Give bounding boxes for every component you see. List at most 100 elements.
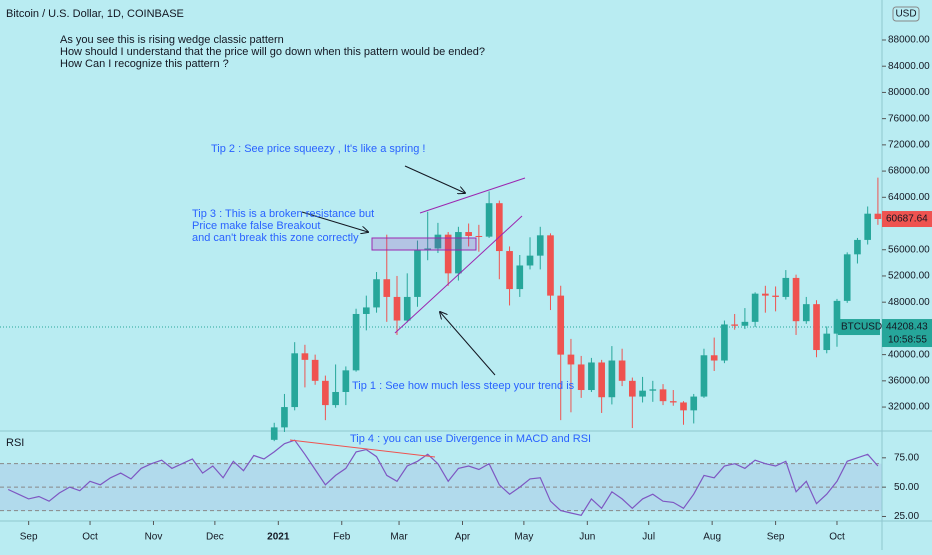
candle-body [792,277,800,322]
candle-body [854,239,861,255]
last-price-label: 60687.64 [886,214,928,225]
candle-body [516,265,524,290]
y-tick-label: 88000.00 [888,35,930,46]
note: How should I understand that the price w… [60,46,485,58]
candle-body [618,360,626,381]
candle-body [383,279,391,297]
candle-body [434,234,442,249]
candle-body [577,364,585,391]
symbol-box [838,319,880,336]
y-tick-label: 36000.00 [888,375,930,386]
candle-body [813,304,820,351]
annotation: Tip 1 : See how much less steep your tre… [352,380,575,392]
candle-body [721,324,728,361]
candle-body [700,355,708,397]
rsi-tick-label: 50.00 [894,482,919,493]
y-tick-label: 72000.00 [888,140,930,151]
candle-body [710,355,718,361]
candle-body [608,360,616,398]
x-tick-label: Jul [642,532,655,543]
candle-body [536,235,544,256]
candle-body [751,293,759,322]
candle-body [301,353,309,360]
rsi-tick-label: 25.00 [894,511,919,522]
rsi-tick-label: 75.00 [894,452,919,463]
annotation: Tip 3 : This is a broken resistance but [192,208,374,220]
x-tick-label: Sep [20,532,38,543]
candle-body [567,354,575,365]
candle-body [669,401,677,403]
candle-body [731,324,738,326]
candle-body [485,203,493,237]
symbol-label: BTCUSD [841,322,882,333]
current-price-label: 44208.43 [886,322,928,333]
price-pane [0,0,882,430]
candle-body [864,213,872,240]
y-tick-label: 56000.00 [888,244,930,255]
x-tick-label: Oct [829,532,845,543]
x-tick-label: 2021 [267,532,290,543]
y-tick-label: 76000.00 [888,113,930,124]
candle-body [588,362,595,391]
candle-body [455,232,462,274]
candle-body [322,380,329,406]
candle-body [311,359,319,381]
annotation: Tip 2 : See price squeezy , It's like a … [211,143,425,155]
rsi-label: RSI [6,437,24,449]
candle-body [414,249,421,297]
candle-body [475,235,483,237]
wedge-upper [419,177,526,214]
candle-body [874,213,882,220]
x-tick-label: Oct [82,532,98,543]
annotation: Tip 4 : you can use Divergence in MACD a… [350,433,591,445]
candle-body [649,389,657,391]
annotation: Price make false Breakout [192,220,320,232]
candle-body [270,427,278,440]
current-price-box [882,319,932,348]
x-tick-label: Feb [333,532,351,543]
candle-body [444,234,452,274]
candle-body [393,296,401,321]
candle-body [424,248,432,250]
candle-body [690,396,698,411]
resistance-zone [371,237,477,251]
candle-body [557,295,565,355]
note: How Can I recognize this pattern ? [60,58,229,70]
candle-body [352,313,360,371]
x-tick-label: May [514,532,533,543]
candle-body [332,391,339,406]
y-tick-label: 32000.00 [888,402,930,413]
candle-body [680,402,687,411]
candle-body [843,254,851,301]
rsi-line [7,439,879,516]
candle-body [772,295,779,297]
candle-body [547,235,554,296]
candle-body [823,333,831,351]
candle-body [629,380,636,397]
arrow [440,312,496,376]
x-tick-label: Jun [579,532,595,543]
y-tick-label: 80000.00 [888,87,930,98]
candle-body [833,300,841,334]
x-tick-label: Aug [703,532,721,543]
candle-body [659,389,667,402]
wedge-lower [394,215,523,334]
candle-body [506,251,513,290]
y-tick-label: 48000.00 [888,297,930,308]
candle-body [495,203,503,252]
candle-body [598,362,605,398]
candle-body [342,370,350,392]
chart-title: Bitcoin / U.S. Dollar, 1D, COINBASE [6,8,184,20]
candle-body [291,353,299,408]
arrow [404,165,465,193]
note: As you see this is rising wedge classic … [60,34,284,46]
y-tick-label: 64000.00 [888,192,930,203]
x-tick-label: Apr [455,532,471,543]
annotation: and can't break this zone correctly [192,232,359,244]
y-tick-label: 52000.00 [888,271,930,282]
y-tick-label: 68000.00 [888,166,930,177]
candle-body [281,407,288,428]
divergence-line [289,439,436,458]
